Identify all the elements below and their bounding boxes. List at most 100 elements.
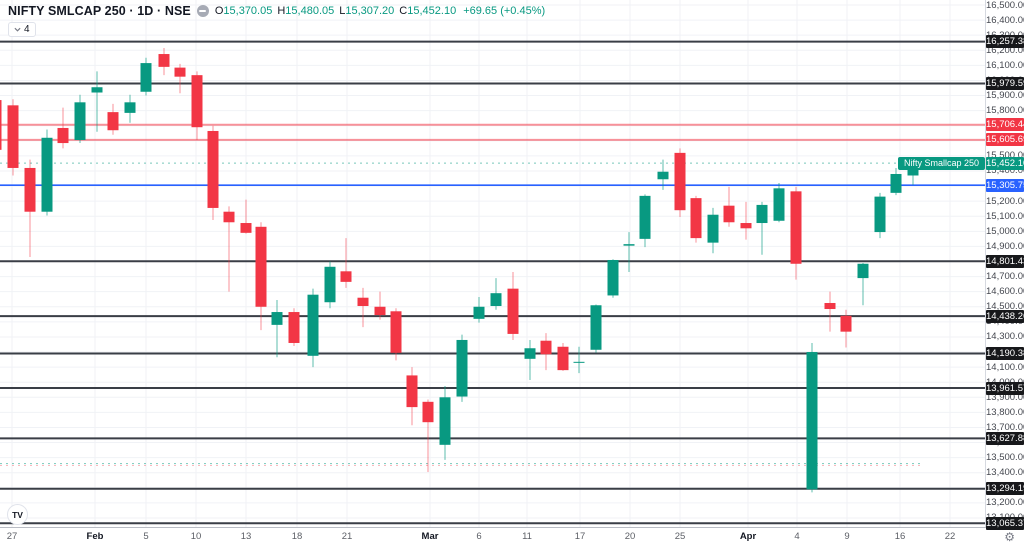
candle-down [0, 100, 2, 150]
candle-up [657, 171, 669, 180]
candle-up [140, 63, 152, 92]
price-level-badge: 15,979.59 [986, 77, 1024, 91]
candle-up [307, 294, 319, 356]
candle-down [740, 223, 752, 229]
price-axis-label: 15,100.00 [986, 210, 1024, 222]
candle-down [24, 167, 36, 212]
candle-up [271, 312, 283, 325]
candle-down [690, 198, 702, 239]
candle-down [723, 205, 735, 223]
candle-up [590, 305, 602, 350]
price-axis-label: 15,500.00 [986, 150, 1024, 162]
price-axis-label: 14,500.00 [986, 301, 1024, 313]
price-axis-label: 15,200.00 [986, 195, 1024, 207]
price-axis[interactable]: 16,500.0016,400.0016,300.0016,200.0016,1… [985, 0, 1024, 530]
candle-down [540, 340, 552, 355]
candle-down [374, 306, 386, 316]
candle-down [288, 312, 300, 343]
time-axis-label: 22 [944, 531, 956, 542]
candle-up [773, 188, 785, 221]
candle-down [790, 191, 802, 264]
price-axis-label: 15,000.00 [986, 225, 1024, 237]
indicators-toggle-chip[interactable]: 4 [8, 22, 36, 37]
price-level-badge: 13,065.37 [986, 516, 1024, 530]
low-label: L [339, 5, 346, 17]
price-axis-label: 13,200.00 [986, 497, 1024, 509]
candle-up [91, 87, 103, 93]
price-axis-label: 15,800.00 [986, 105, 1024, 117]
tradingview-logo[interactable]: TV [7, 504, 28, 525]
candle-up [756, 204, 768, 224]
candle-up [623, 244, 635, 246]
candle-up [324, 266, 336, 303]
price-axis-label: 13,900.00 [986, 391, 1024, 403]
time-axis-label: 27 [6, 531, 18, 542]
price-chart[interactable] [0, 0, 985, 527]
last-price-symbol-badge: Nifty Smallcap 250 [897, 156, 985, 170]
price-level-badge: 14,438.26 [986, 309, 1024, 323]
open-value: 15,370.05 [223, 5, 273, 17]
candle-down [7, 105, 19, 168]
price-axis-label: 16,200.00 [986, 44, 1024, 56]
price-axis-label: 13,700.00 [986, 421, 1024, 433]
price-level-badge: 15,605.69 [986, 133, 1024, 147]
price-axis-label: 16,400.00 [986, 14, 1024, 26]
high-label: H [277, 5, 286, 17]
candle-down [255, 226, 267, 307]
indicators-count: 4 [24, 24, 30, 35]
time-axis-label: 4 [794, 531, 800, 542]
candle-up [857, 263, 869, 279]
symbol-title[interactable]: NIFTY SMLCAP 250 · 1D · NSE [8, 4, 191, 18]
price-axis-label: 15,900.00 [986, 90, 1024, 102]
candle-down [207, 130, 219, 208]
time-axis-label: 6 [476, 531, 482, 542]
candle-down [674, 152, 686, 211]
candle-up [806, 352, 818, 490]
time-axis-label: Feb [86, 531, 104, 542]
candle-down [390, 311, 402, 353]
close-label: C [399, 5, 408, 17]
chart-legend: NIFTY SMLCAP 250 · 1D · NSE O15,370.05 H… [8, 4, 545, 37]
candle-down [174, 67, 186, 77]
candle-down [191, 75, 203, 128]
price-level-badge: 14,801.43 [986, 254, 1024, 268]
candle-down [240, 223, 252, 233]
candle-up [573, 361, 585, 363]
candle-up [607, 259, 619, 296]
price-axis-label: 13,400.00 [986, 467, 1024, 479]
candle-up [456, 339, 468, 397]
time-axis-label: 16 [894, 531, 906, 542]
candle-up [473, 306, 485, 319]
candle-down [507, 288, 519, 334]
time-axis-label: 21 [341, 531, 353, 542]
candle-down [107, 112, 119, 131]
price-level-badge: 13,961.57 [986, 381, 1024, 395]
candle-up [439, 397, 451, 445]
candle-down [357, 297, 369, 307]
price-level-badge: 15,305.75 [986, 178, 1024, 192]
price-level-badge: 13,627.88 [986, 431, 1024, 445]
candle-up [124, 102, 136, 113]
candle-down [223, 211, 235, 223]
time-axis-label: 20 [624, 531, 636, 542]
time-axis-label: Mar [421, 531, 439, 542]
ohlc-values: O15,370.05 H15,480.05 L15,307.20 C15,452… [215, 5, 545, 17]
price-axis-label: 14,900.00 [986, 240, 1024, 252]
low-value: 15,307.20 [345, 5, 395, 17]
time-axis-label: Apr [739, 531, 757, 542]
candle-up [890, 173, 902, 193]
candle-down [824, 302, 836, 310]
time-axis[interactable]: ⚙ 27 Feb 5 10 13 18 21 Mar 6 11 17 20 25 Apr 4 9 16 22 [0, 527, 1024, 546]
candle-down [57, 127, 69, 144]
candle-up [874, 196, 886, 233]
open-label: O [214, 5, 224, 17]
candle-down [557, 346, 569, 371]
legend-more-icon[interactable] [196, 5, 209, 17]
price-level-badge: 16,257.38 [986, 35, 1024, 49]
time-axis-label: 9 [844, 531, 850, 542]
gear-icon[interactable]: ⚙ [1004, 530, 1015, 544]
candle-up [74, 102, 86, 141]
candle-up [707, 214, 719, 243]
time-axis-label: 17 [574, 531, 586, 542]
candle-up [490, 293, 502, 307]
